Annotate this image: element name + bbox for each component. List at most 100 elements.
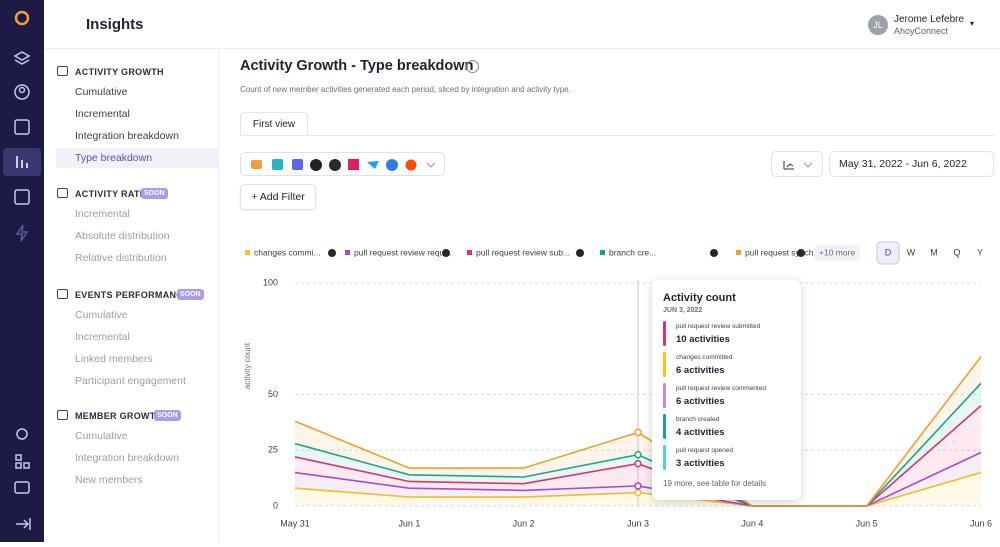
- sidebar-item[interactable]: Cumulative: [75, 430, 128, 442]
- legend-swatch: [736, 250, 741, 255]
- x-tick-label: Jun 2: [513, 518, 535, 528]
- legend-swatch: [467, 250, 472, 255]
- section-title: ACTIVITY GROWTH: [75, 67, 164, 77]
- soon-badge: SOON: [177, 289, 204, 300]
- soon-badge: SOON: [141, 188, 168, 199]
- legend-label[interactable]: pull request review requ...: [354, 247, 451, 257]
- avatar[interactable]: JL: [868, 15, 888, 35]
- x-tick-label: Jun 6: [970, 518, 992, 528]
- tooltip-item-label: branch created: [676, 416, 720, 423]
- date-range: May 31, 2022 - Jun 6, 2022: [839, 158, 967, 170]
- tooltip-item-label: pull request review submitted: [676, 323, 761, 330]
- hover-point: [634, 450, 642, 459]
- sidebar-item[interactable]: Linked members: [75, 353, 153, 365]
- add-filter-button[interactable]: + Add Filter: [240, 184, 316, 210]
- tooltip-item-value: 10 activities: [676, 334, 730, 345]
- period-active: [876, 241, 900, 265]
- tooltip-item-value: 3 activities: [676, 458, 725, 469]
- tooltip-item-value: 4 activities: [676, 427, 725, 438]
- y-tick-label: 0: [273, 500, 278, 510]
- more-label[interactable]: +10 more: [819, 247, 855, 257]
- sidebar-item[interactable]: Cumulative: [75, 86, 128, 98]
- legend-label[interactable]: branch cre...: [609, 247, 656, 257]
- tooltip-date: JUN 3, 2022: [663, 307, 703, 314]
- period-button[interactable]: M: [930, 247, 938, 257]
- legend-label[interactable]: pull request synchro...: [745, 247, 828, 257]
- tooltip-item-value: 6 activities: [676, 365, 725, 376]
- legend-github-icon: [328, 249, 336, 257]
- area-band: [295, 452, 981, 506]
- sidebar-item[interactable]: Relative distribution: [75, 252, 167, 264]
- legend-github-icon: [797, 249, 805, 257]
- tooltip-item-label: changes committed: [676, 354, 733, 361]
- hover-point: [634, 482, 642, 490]
- x-tick-label: Jun 5: [856, 518, 878, 528]
- app-title: Insights: [86, 16, 144, 33]
- section-icon: [57, 188, 68, 198]
- top-bar: Insights JL Jerome Lefebre AhoyConnect ▾: [44, 0, 1000, 49]
- section-title: EVENTS PERFORMANCE: [75, 290, 190, 300]
- section-icon: [57, 289, 68, 299]
- sidebar-item[interactable]: Incremental: [75, 208, 130, 220]
- sidebar-item[interactable]: Cumulative: [75, 309, 128, 321]
- period-button[interactable]: D: [885, 247, 892, 257]
- sidebar-item[interactable]: Absolute distribution: [75, 230, 170, 242]
- user-menu-caret[interactable]: ▾: [970, 19, 975, 28]
- tooltip-item-label: pull request review commented: [676, 385, 766, 392]
- rail-icons: [3, 10, 41, 530]
- tooltip-swatch: [663, 414, 666, 439]
- user-name[interactable]: Jerome Lefebre: [894, 14, 965, 25]
- soon-badge: SOON: [154, 410, 181, 421]
- tooltip-swatch: [663, 321, 666, 346]
- section-title: ACTIVITY RATE: [75, 189, 147, 199]
- tooltip-swatch: [663, 445, 666, 470]
- period-button[interactable]: W: [907, 247, 916, 257]
- tooltip-swatch: [663, 352, 666, 377]
- sidebar-item[interactable]: Integration breakdown: [75, 130, 179, 142]
- period-button[interactable]: Q: [953, 247, 960, 257]
- y-tick-label: 100: [263, 277, 278, 287]
- user-org: AhoyConnect: [894, 26, 949, 36]
- section-icon: [57, 410, 68, 420]
- hover-point: [634, 459, 642, 468]
- y-tick-label: 25: [268, 445, 278, 455]
- sidebar-item[interactable]: Incremental: [75, 331, 130, 343]
- tooltip-swatch: [663, 383, 666, 408]
- view-tab[interactable]: First view: [240, 112, 308, 136]
- tooltip-title: Activity count: [663, 292, 736, 304]
- x-tick-label: Jun 3: [627, 518, 649, 528]
- period-button[interactable]: Y: [977, 247, 983, 257]
- legend-swatch: [600, 250, 605, 255]
- legend-swatch: [345, 250, 350, 255]
- icon-rail: [0, 0, 44, 542]
- sidebar-item[interactable]: Incremental: [75, 108, 130, 120]
- tooltip-footer: 19 more, see table for details: [663, 479, 767, 488]
- info-icon[interactable]: i: [466, 60, 479, 73]
- y-axis-label: activity count: [243, 342, 252, 389]
- tooltip-item-value: 6 activities: [676, 396, 725, 407]
- date-range-picker[interactable]: May 31, 2022 - Jun 6, 2022: [829, 151, 994, 177]
- section-icon: [57, 66, 68, 76]
- tab-divider: [240, 135, 994, 136]
- sidebar: ACTIVITY GROWTH Cumulative Incremental Inte…: [44, 49, 219, 542]
- sidebar-item[interactable]: New members: [75, 474, 143, 486]
- page-subtitle: Count of new member activities generated…: [240, 85, 571, 94]
- tooltip: Activity count JUN 3, 2022 pull request …: [652, 280, 801, 500]
- x-tick-label: Jun 4: [741, 518, 763, 528]
- sidebar-item[interactable]: Type breakdown: [56, 148, 218, 168]
- x-tick-label: Jun 1: [398, 518, 420, 528]
- legend-swatch: [245, 250, 250, 255]
- more-pill[interactable]: [814, 245, 860, 261]
- chart-type-selector[interactable]: [771, 151, 823, 177]
- section-title: MEMBER GROWTH: [75, 411, 163, 421]
- sidebar-item[interactable]: Integration breakdown: [75, 452, 179, 464]
- chart-type-icon: [783, 161, 813, 170]
- legend-github-icon: [576, 249, 584, 257]
- sidebar-item[interactable]: Participant engagement: [75, 375, 186, 387]
- integration-selector[interactable]: [240, 152, 445, 176]
- tooltip-item-label: pull request opened: [676, 447, 734, 454]
- legend-label[interactable]: pull request review sub...: [476, 247, 570, 257]
- legend-label[interactable]: changes commi...: [254, 247, 321, 257]
- page-title: Activity Growth - Type breakdown: [240, 58, 474, 74]
